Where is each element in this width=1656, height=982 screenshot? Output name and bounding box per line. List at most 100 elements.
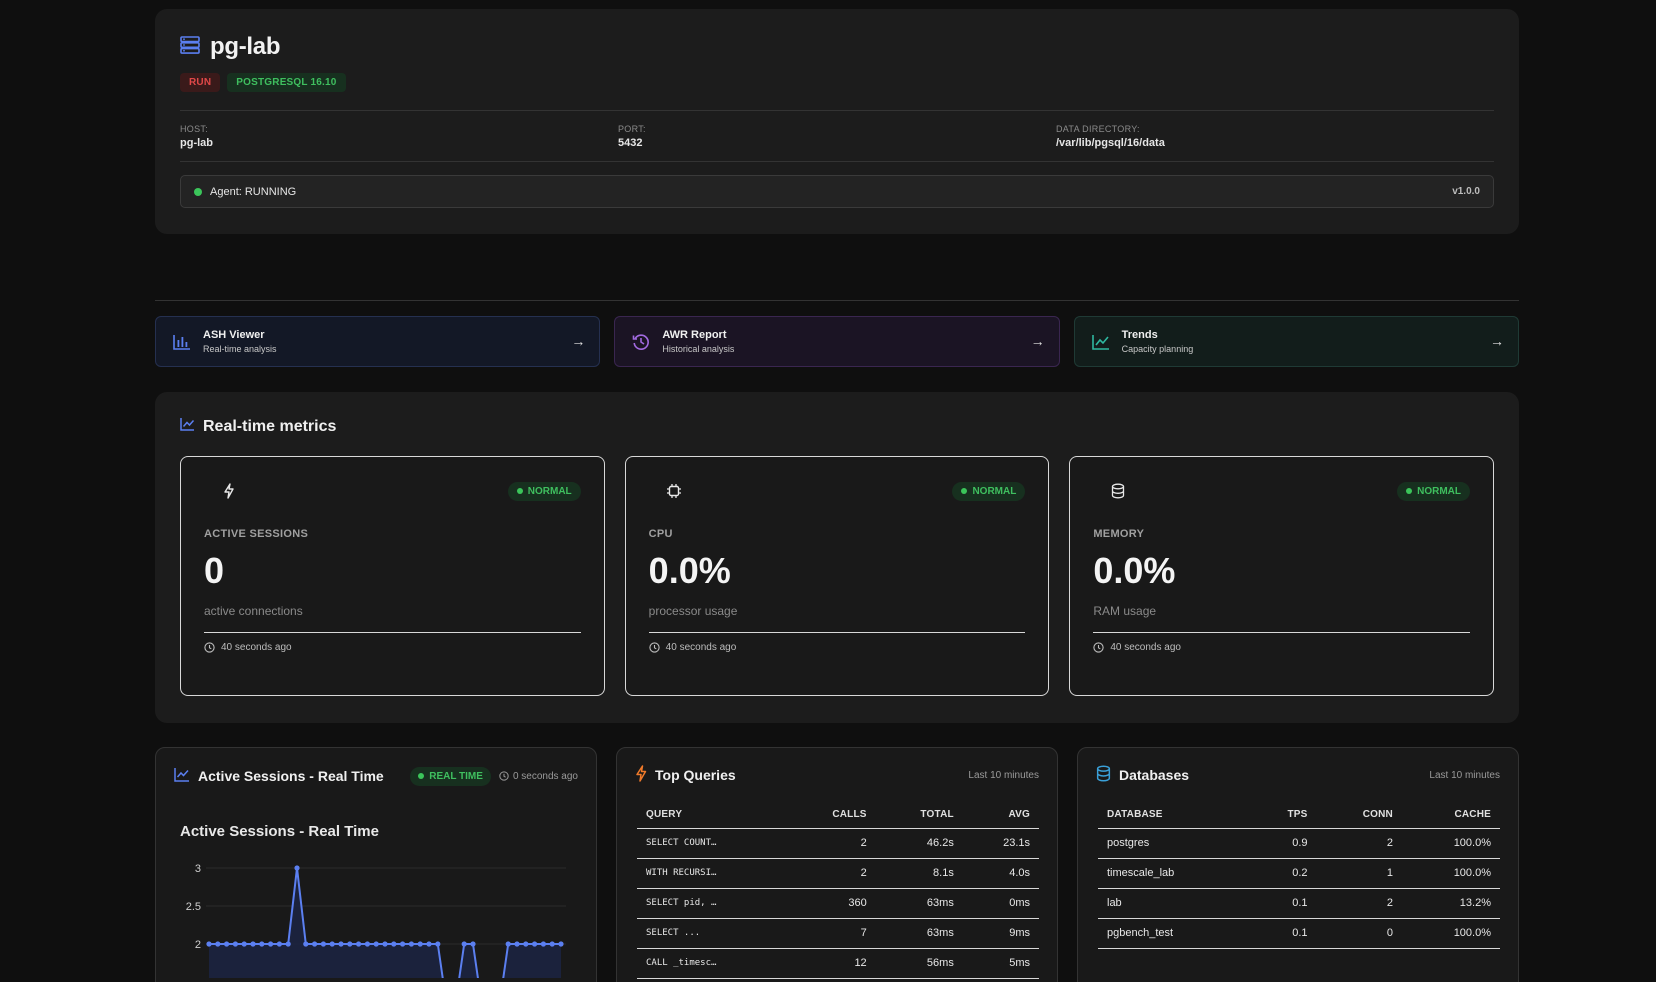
- time-range: Last 10 minutes: [968, 769, 1039, 781]
- sessions-chart: 3 2.5 2 1.5: [186, 863, 566, 978]
- column-header: TPS: [1249, 802, 1317, 829]
- table-row[interactable]: pgbench_test 0.1 0 100.0%: [1098, 918, 1500, 949]
- awr-report-card[interactable]: AWR Report Historical analysis →: [614, 316, 1060, 367]
- clock-icon: [1093, 642, 1104, 653]
- realtime-metrics-section: Real-time metrics NORMAL ACTIVE SESSIONS…: [155, 392, 1519, 723]
- arrow-right-icon: →: [1489, 333, 1504, 349]
- metric-card-memory: NORMAL MEMORY 0.0% RAM usage 40 seconds …: [1069, 456, 1495, 696]
- data-point: [364, 941, 370, 947]
- table-row[interactable]: SELECT ... 7 63ms 9ms: [637, 918, 1039, 949]
- data-point: [470, 941, 476, 947]
- clock-icon: [204, 642, 215, 653]
- trends-title: Trends: [1121, 329, 1158, 341]
- status-dot-icon: [194, 187, 202, 196]
- table-row[interactable]: WITH RECURSI… 2 8.1s 4.0s: [637, 858, 1039, 889]
- metric-subtitle: active connections: [204, 604, 303, 618]
- data-point: [558, 941, 564, 947]
- data-point: [347, 941, 353, 947]
- data-point: [435, 941, 441, 947]
- trend-chart-icon: [1090, 331, 1112, 353]
- clock-icon: [499, 771, 509, 781]
- ash-viewer-card[interactable]: ASH Viewer Real-time analysis →: [155, 316, 601, 367]
- data-point: [259, 941, 265, 947]
- awr-report-subtitle: Historical analysis: [662, 344, 735, 354]
- data-point: [303, 941, 309, 947]
- host-value: pg-lab: [180, 137, 213, 149]
- status-badge: NORMAL: [1397, 481, 1471, 501]
- table-row[interactable]: timescale_lab 0.2 1 100.0%: [1098, 858, 1500, 889]
- data-point: [206, 941, 212, 947]
- metric-value: 0: [204, 550, 225, 591]
- agent-version: v1.0.0: [1452, 186, 1480, 197]
- metric-timestamp: 40 seconds ago: [1093, 642, 1470, 653]
- agent-status-text: Agent: RUNNING: [210, 185, 297, 198]
- section-title: Real-time metrics: [203, 417, 337, 435]
- panel-title: Active Sessions - Real Time: [198, 768, 384, 784]
- data-point: [338, 941, 344, 947]
- column-header: CONN: [1316, 802, 1402, 829]
- ash-viewer-subtitle: Real-time analysis: [203, 344, 277, 354]
- table-row[interactable]: SELECT pid, … 360 63ms 0ms: [637, 888, 1039, 919]
- data-point: [532, 941, 538, 947]
- y-tick-label: 3: [195, 863, 201, 875]
- cpu-icon: [663, 480, 685, 502]
- line-chart-icon: [174, 767, 190, 785]
- section-divider: [155, 300, 1519, 301]
- table-row[interactable]: SELECT COUNT… 2 46.2s 23.1s: [637, 828, 1039, 859]
- status-badge: NORMAL: [507, 481, 581, 501]
- database-icon: [1096, 765, 1111, 785]
- data-point: [241, 941, 247, 947]
- data-point: [285, 941, 291, 947]
- time-range: Last 10 minutes: [1429, 769, 1500, 781]
- y-tick-label: 2: [195, 939, 201, 951]
- data-point: [232, 941, 238, 947]
- status-badge: NORMAL: [952, 481, 1026, 501]
- datadir-value: /var/lib/pgsql/16/data: [1056, 137, 1165, 149]
- status-badge: RUN: [180, 73, 221, 92]
- databases-table: DATABASE TPS CONN CACHE postgres 0.9 2 100.…: [1098, 802, 1500, 949]
- y-tick-label: 1.5: [186, 977, 201, 978]
- data-point: [461, 941, 467, 947]
- port-label: PORT:: [618, 124, 646, 134]
- series-area: [209, 868, 561, 978]
- data-point: [320, 941, 326, 947]
- column-header: QUERY: [637, 802, 787, 829]
- table-row[interactable]: CALL _timesc… 12 56ms 5ms: [637, 948, 1039, 979]
- data-point: [505, 941, 511, 947]
- column-header: TOTAL: [875, 802, 963, 829]
- metric-timestamp: 40 seconds ago: [204, 642, 581, 653]
- trends-card[interactable]: Trends Capacity planning →: [1073, 316, 1519, 367]
- data-point: [356, 941, 362, 947]
- metric-card-cpu: NORMAL CPU 0.0% processor usage 40 secon…: [624, 456, 1050, 696]
- arrow-right-icon: →: [1030, 333, 1045, 349]
- top-queries-panel: Top Queries Last 10 minutes QUERY CALLS …: [616, 747, 1058, 982]
- data-point: [391, 941, 397, 947]
- data-point: [215, 941, 221, 947]
- instance-title: pg-lab: [210, 33, 281, 60]
- column-header: CACHE: [1401, 802, 1500, 829]
- datadir-label: DATA DIRECTORY:: [1056, 124, 1140, 134]
- metric-value: 0.0%: [1093, 550, 1176, 591]
- table-row[interactable]: lab 0.1 2 13.2%: [1098, 888, 1500, 919]
- data-point: [329, 941, 335, 947]
- instance-info-row: HOST: pg-lab PORT: 5432 DATA DIRECTORY: …: [180, 111, 1494, 162]
- line-chart-icon: [180, 417, 195, 436]
- bar-chart-icon: [171, 331, 193, 353]
- data-point: [294, 865, 300, 871]
- data-point: [426, 941, 432, 947]
- column-header: AVG: [962, 802, 1039, 829]
- table-row[interactable]: postgres 0.9 2 100.0%: [1098, 828, 1500, 859]
- metric-timestamp: 40 seconds ago: [649, 642, 1026, 653]
- data-point: [400, 941, 406, 947]
- column-header: DATABASE: [1098, 802, 1250, 829]
- data-point: [417, 941, 423, 947]
- data-point: [312, 941, 318, 947]
- arrow-right-icon: →: [571, 333, 586, 349]
- lightning-icon: [635, 765, 647, 785]
- ash-viewer-title: ASH Viewer: [203, 329, 265, 341]
- metric-value: 0.0%: [648, 550, 731, 591]
- column-header: CALLS: [786, 802, 876, 829]
- data-point: [268, 941, 274, 947]
- data-point: [250, 941, 256, 947]
- lightning-icon: [218, 480, 240, 502]
